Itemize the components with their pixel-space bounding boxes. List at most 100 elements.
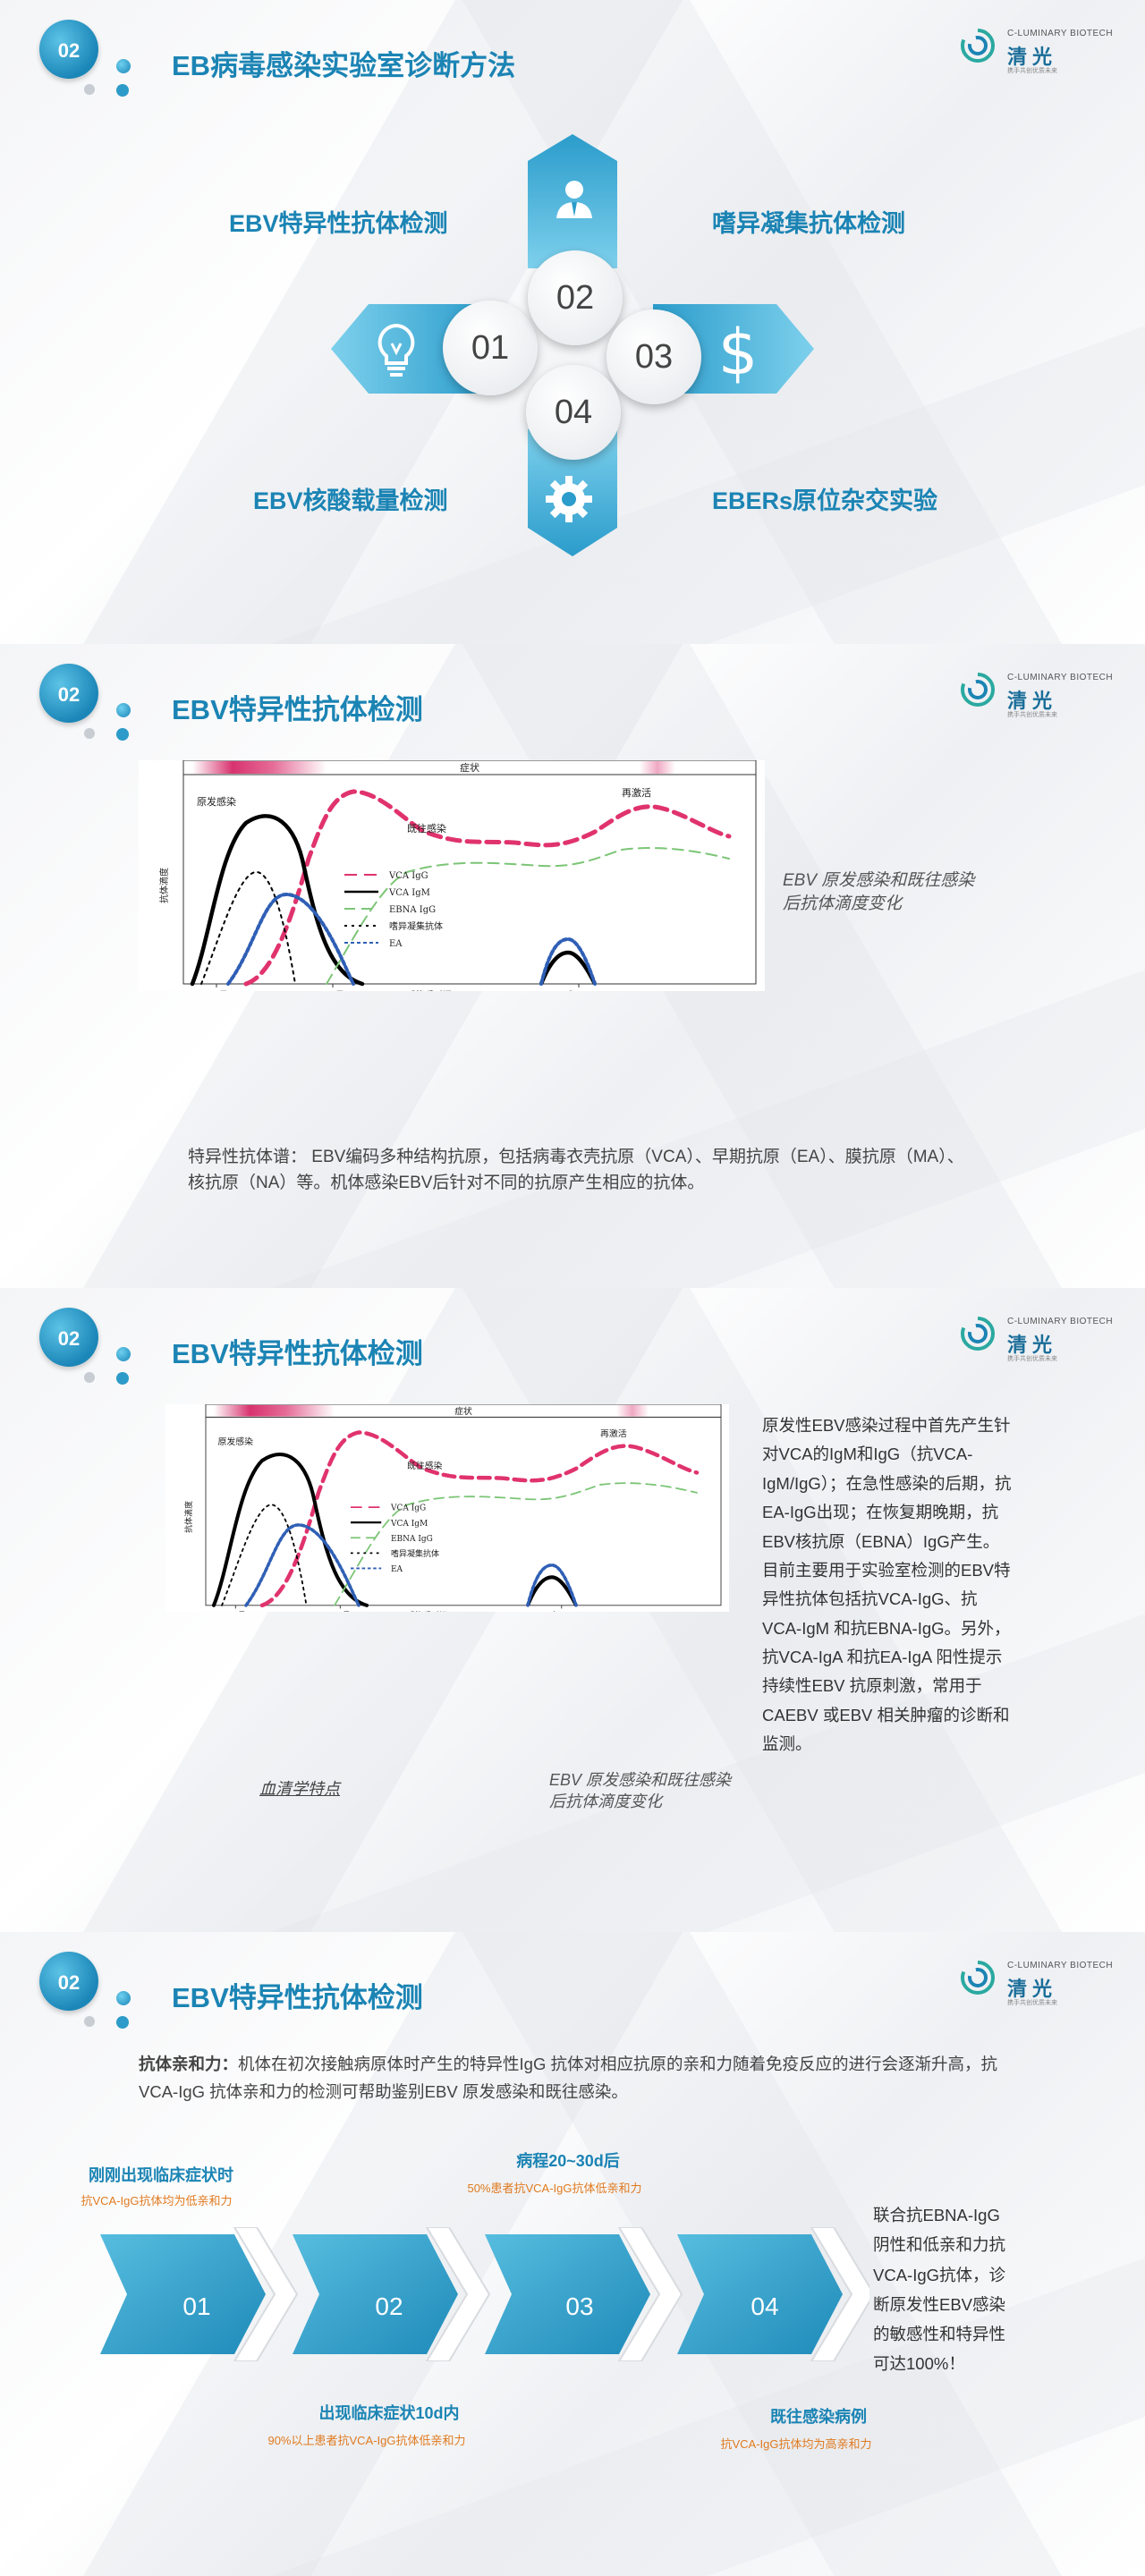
chart-caption: EBV 原发感染和既往感染后抗体滴度变化 [783,871,975,913]
page-title: EBV特异性抗体检测 [172,1338,423,1369]
company-logo: C-LUMINARY BIOTECH 清光 携手共创优质未来 [959,23,1120,77]
legend-label-5: EA [391,1565,403,1574]
company-logo: C-LUMINARY BIOTECH 清光 携手共创优质未来 [959,667,1120,721]
symptom-band-primary [192,761,327,774]
method-label-dna-load: EBV核酸载量检测 [253,487,448,514]
series-line-5 [244,1523,578,1607]
step-label-01: 刚刚出现临床症状时 [89,2166,233,2184]
x-tick-3: 年 [568,989,577,991]
legend-label-2: VCA IgM [390,1520,428,1529]
method-label-ebv-antibody: EBV特异性抗体检测 [229,210,448,237]
avidity-conclusion: 联合抗EBNA-IgG阴性和低亲和力抗VCA-IgG抗体，诊断原发性EBV感染的… [873,2206,1006,2374]
annotation-3: 再激活 [600,1428,627,1439]
avidity-intro: 抗体亲和力：机体在初次接触病原体时产生的特异性IgG 抗体对相应抗原的亲和力随着… [139,2050,1020,2106]
series-line-3 [334,1482,698,1606]
series-line-3 [326,847,730,985]
plot-frame [205,1416,722,1606]
step-label-04: 既往感染病例 [770,2408,867,2426]
series-line-2 [211,1453,369,1607]
annotation-3: 再激活 [622,786,651,799]
slide-antibody-profile: 02 EBV特异性抗体检测 C-LUMINARY BIOTECH 清光 携手共创… [0,644,1145,1288]
x-axis-label: 感染后时间 [407,1610,447,1612]
step-note-04: 抗VCA-IgG抗体均为高亲和力 [720,2437,872,2451]
x-tick-1: ~1月 [206,990,228,991]
legend-label-1: VCA IgG [390,1504,426,1513]
symptom-band-label: 症状 [454,1405,472,1417]
series-line-4 [200,870,296,985]
step-number-03: 03 [565,2292,594,2320]
method-label-heterophile: 嗜异凝集抗体检测 [712,210,905,237]
badge-number: 02 [57,39,81,62]
antibody-chart: 症状原发感染既往感染 再激活 VCA IgG VCA IgM EBNA IgG 嗜异凝集抗… [165,1403,729,1621]
series-line-4 [221,1504,308,1606]
avidity-intro-text: 机体在初次接触病原体时产生的特异性IgG 抗体对相应抗原的亲和力随着免疫反应的进… [139,2055,997,2102]
serology-text: 原发性EBV感染过程中首先产生针对VCA的IgM和IgG（抗VCA-IgM/Ig… [762,1416,1012,1754]
page-title: EB病毒感染实验室诊断方法 [172,50,516,81]
gear-icon [546,476,592,522]
company-logo: C-LUMINARY BIOTECH 清光 携手共创优质未来 [959,1311,1120,1365]
slide-serology: 02 EBV特异性抗体检测 C-LUMINARY BIOTECH 清光 携手共创… [0,1288,1145,1932]
circle-03: 03 [606,309,701,404]
svg-text:$: $ [718,317,759,386]
x-axis-label: 感染后时间 [407,989,452,991]
person-icon [556,181,592,218]
symptom-band-primary [214,1404,335,1417]
step-number-04: 04 [751,2292,779,2320]
y-axis-label: 抗体滴度 [158,868,170,903]
series-line-2-reactivation [539,950,598,986]
antibody-description: 特异性抗体谱： EBV编码多种结构抗原，包括病毒衣壳抗原（VCA）、早期抗原（E… [188,1148,964,1192]
annotation-2: 既往感染 [407,1460,443,1471]
legend-label-4: 嗜异凝集抗体 [391,1548,439,1559]
legend-label-3: EBNA IgG [389,905,436,915]
step-label-02: 出现临床症状10d内 [318,2404,460,2422]
slide-avidity: 02 EBV特异性抗体检测 C-LUMINARY BIOTECH 清光 携手共创… [0,1932,1145,2576]
section-badge: 02 [39,664,131,741]
section-badge: 02 [39,20,131,97]
circle-02: 02 [528,250,623,345]
method-label-ebers: EBERs原位杂交实验 [712,487,938,514]
legend-label-2: VCA IgM [388,888,430,898]
legend-label-1: VCA IgG [388,871,428,881]
symptom-band-reactivation [640,761,675,774]
series-line-2-reactivation [526,1575,578,1606]
section-badge: 02 [39,1308,131,1385]
series-line-5 [226,892,597,986]
x-tick-1: ~1月 [226,1611,246,1612]
symptom-band-reactivation [616,1404,649,1417]
step-note-01: 抗VCA-IgG抗体均为低亲和力 [81,2194,233,2207]
circle-01: 01 [443,301,538,395]
series-line-2 [190,814,365,987]
antibody-chart: 症状 原发感染 既往感染 再激活 VCA IgG VCA IgM EBNA IgG 嗜异凝集抗… [139,759,765,1001]
annotation-1: 原发感染 [197,795,236,808]
serology-link[interactable]: 血清学特点 [259,1780,340,1798]
series-line-1 [259,1430,700,1608]
circle-04: 04 [526,365,621,460]
step-note-02: 90%以上患者抗VCA-IgG抗体低亲和力 [267,2434,466,2447]
step-label-03: 病程20~30d后 [516,2152,620,2170]
symptom-band-label: 症状 [460,761,479,774]
series-line-1 [243,789,732,987]
legend-label-3: EBNA IgG [391,1535,433,1544]
x-tick-3: 年 [552,1610,560,1612]
slide-lab-methods: 02 EB病毒感染实验室诊断方法 C-LUMINARY BIOTECH 清光 携… [0,0,1145,644]
step-note-03: 50%患者抗VCA-IgG抗体低亲和力 [467,2182,642,2195]
plot-frame [182,774,757,985]
step-number-01: 01 [182,2292,211,2320]
annotation-2: 既往感染 [407,822,446,835]
chart-caption: EBV 原发感染和既往感染后抗体滴度变化 [549,1771,732,1811]
section-badge: 02 [39,1952,131,2029]
page-title: EBV特异性抗体检测 [172,1982,423,2013]
y-axis-label: 抗体滴度 [183,1501,194,1533]
annotation-1: 原发感染 [218,1436,254,1447]
x-tick-2: ~2月 [331,1611,351,1612]
avidity-intro-heading: 抗体亲和力： [139,2055,239,2073]
company-logo: C-LUMINARY BIOTECH 清光 携手共创优质未来 [959,1955,1120,2009]
dollar-icon: $ [718,317,759,386]
x-tick-2: ~2月 [322,990,344,991]
step-arrows [100,2227,869,2361]
legend-label-5: EA [389,939,403,949]
lightbulb-icon [377,323,415,377]
step-number-02: 02 [375,2292,403,2320]
